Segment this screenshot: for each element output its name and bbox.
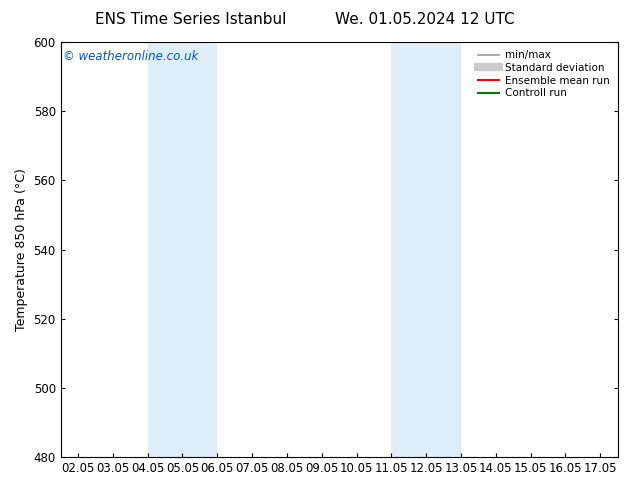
Y-axis label: Temperature 850 hPa (°C): Temperature 850 hPa (°C) (15, 168, 28, 331)
Text: © weatheronline.co.uk: © weatheronline.co.uk (63, 50, 199, 63)
Legend: min/max, Standard deviation, Ensemble mean run, Controll run: min/max, Standard deviation, Ensemble me… (476, 47, 612, 101)
Bar (148, 42, 217, 457)
Text: We. 01.05.2024 12 UTC: We. 01.05.2024 12 UTC (335, 12, 515, 27)
Text: ENS Time Series Istanbul: ENS Time Series Istanbul (94, 12, 286, 27)
Bar (391, 42, 461, 457)
